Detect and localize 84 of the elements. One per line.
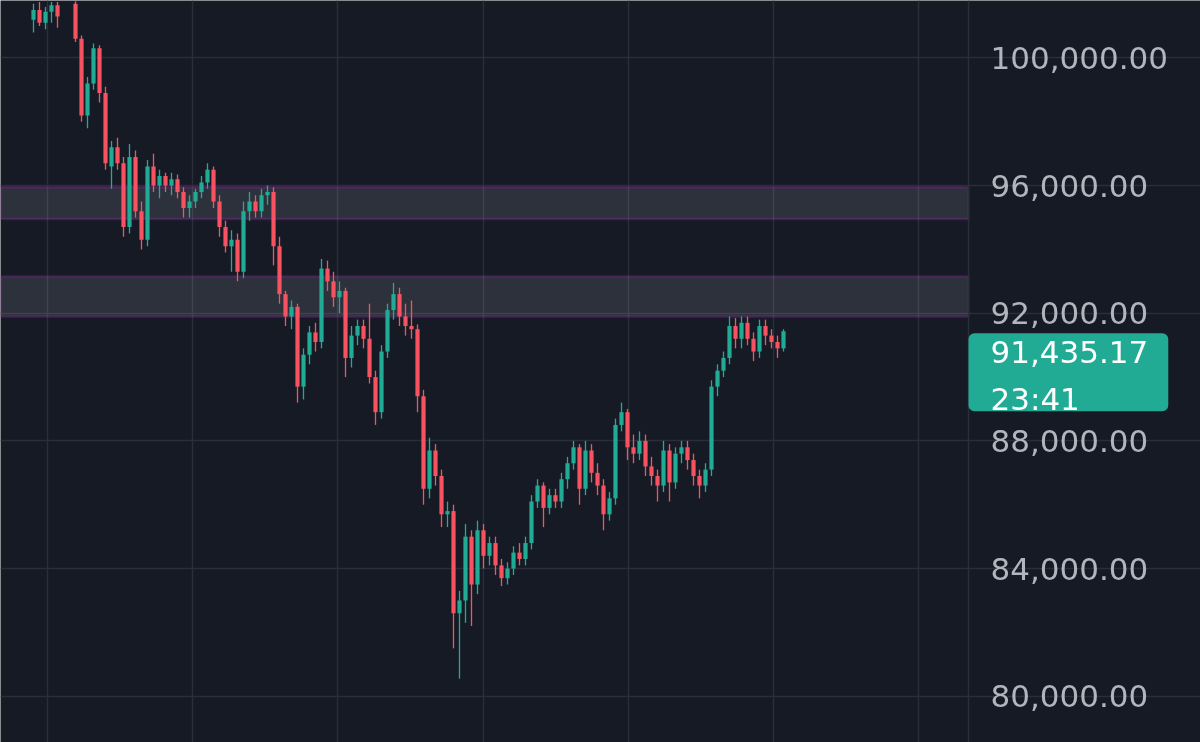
candlestick — [517, 542, 522, 567]
candlestick — [547, 488, 552, 515]
candlestick — [307, 325, 312, 365]
candlestick — [229, 229, 234, 273]
candlestick — [283, 290, 288, 327]
candlestick — [205, 162, 210, 190]
candlestick — [187, 194, 192, 219]
candlestick — [691, 453, 696, 487]
candlestick — [655, 468, 660, 503]
candlestick — [607, 491, 612, 522]
candlestick — [751, 331, 756, 362]
candlestick — [499, 558, 504, 587]
candlestick — [571, 440, 576, 471]
candlestick — [697, 468, 702, 500]
y-tick-label: 88,000.00 — [990, 422, 1149, 459]
candlestick — [679, 440, 684, 464]
candlestick — [769, 328, 774, 350]
candlestick — [163, 172, 168, 193]
candlestick — [349, 325, 354, 369]
candlestick — [631, 433, 636, 464]
candlestick — [649, 456, 654, 487]
candlestick — [199, 175, 204, 200]
candlestick — [55, 1, 60, 29]
candlestick — [175, 173, 180, 200]
candlestick — [109, 140, 114, 190]
candlestick — [361, 318, 366, 350]
candlestick — [355, 318, 360, 346]
candlestick — [37, 1, 42, 27]
candlestick — [181, 186, 186, 219]
candlestick — [589, 443, 594, 484]
candlestick — [685, 440, 690, 471]
candlestick — [265, 184, 270, 206]
candlestick — [535, 478, 540, 509]
candlestick — [115, 137, 120, 171]
candlestick — [559, 472, 564, 509]
y-tick-label: 92,000.00 — [990, 295, 1149, 332]
candlestick — [331, 271, 336, 308]
candlestick — [223, 220, 228, 254]
candlestick — [49, 1, 54, 24]
candlestick — [31, 3, 36, 34]
candlestick — [595, 462, 600, 496]
candlestick — [259, 188, 264, 219]
candlestick — [721, 350, 726, 378]
candlestick — [289, 299, 294, 330]
candlestick — [253, 194, 258, 219]
candlestick — [739, 315, 744, 350]
candlestick — [523, 536, 528, 567]
candlestick — [775, 334, 780, 359]
candlestick — [733, 317, 738, 350]
candlestick — [157, 168, 162, 200]
candlestick — [403, 303, 408, 337]
candlestick — [457, 590, 462, 680]
candlestick — [43, 6, 48, 30]
candlestick — [781, 328, 786, 353]
candlestick — [703, 462, 708, 493]
candlestick — [325, 259, 330, 292]
candlestick — [637, 430, 642, 461]
candlestick — [169, 172, 174, 196]
y-tick-label: 100,000.00 — [990, 39, 1168, 76]
candlestick — [493, 536, 498, 576]
candlestick — [511, 545, 516, 576]
candlestick — [337, 280, 342, 314]
candlestick — [745, 315, 750, 346]
candlestick — [619, 401, 624, 432]
candlestick — [553, 488, 558, 509]
candlestick — [409, 299, 414, 340]
y-tick-label: 80,000.00 — [990, 678, 1149, 715]
candlestick — [541, 481, 546, 528]
candlestick — [313, 322, 318, 353]
candlestick — [151, 153, 156, 193]
candlestick — [763, 318, 768, 346]
candlestick — [445, 500, 450, 528]
candlestick — [397, 287, 402, 327]
candlestick — [247, 191, 252, 222]
candlestick — [487, 536, 492, 567]
candlestick — [193, 188, 198, 209]
candlestick — [391, 282, 396, 321]
candlestick — [565, 456, 570, 490]
y-tick-label: 84,000.00 — [990, 550, 1149, 587]
candlestick — [715, 363, 720, 397]
annotation: 23:41 — [990, 381, 1080, 418]
y-tick-label: 96,000.00 — [990, 167, 1149, 204]
annotation: 91,435.17 — [990, 334, 1149, 371]
candlestick — [505, 561, 510, 586]
